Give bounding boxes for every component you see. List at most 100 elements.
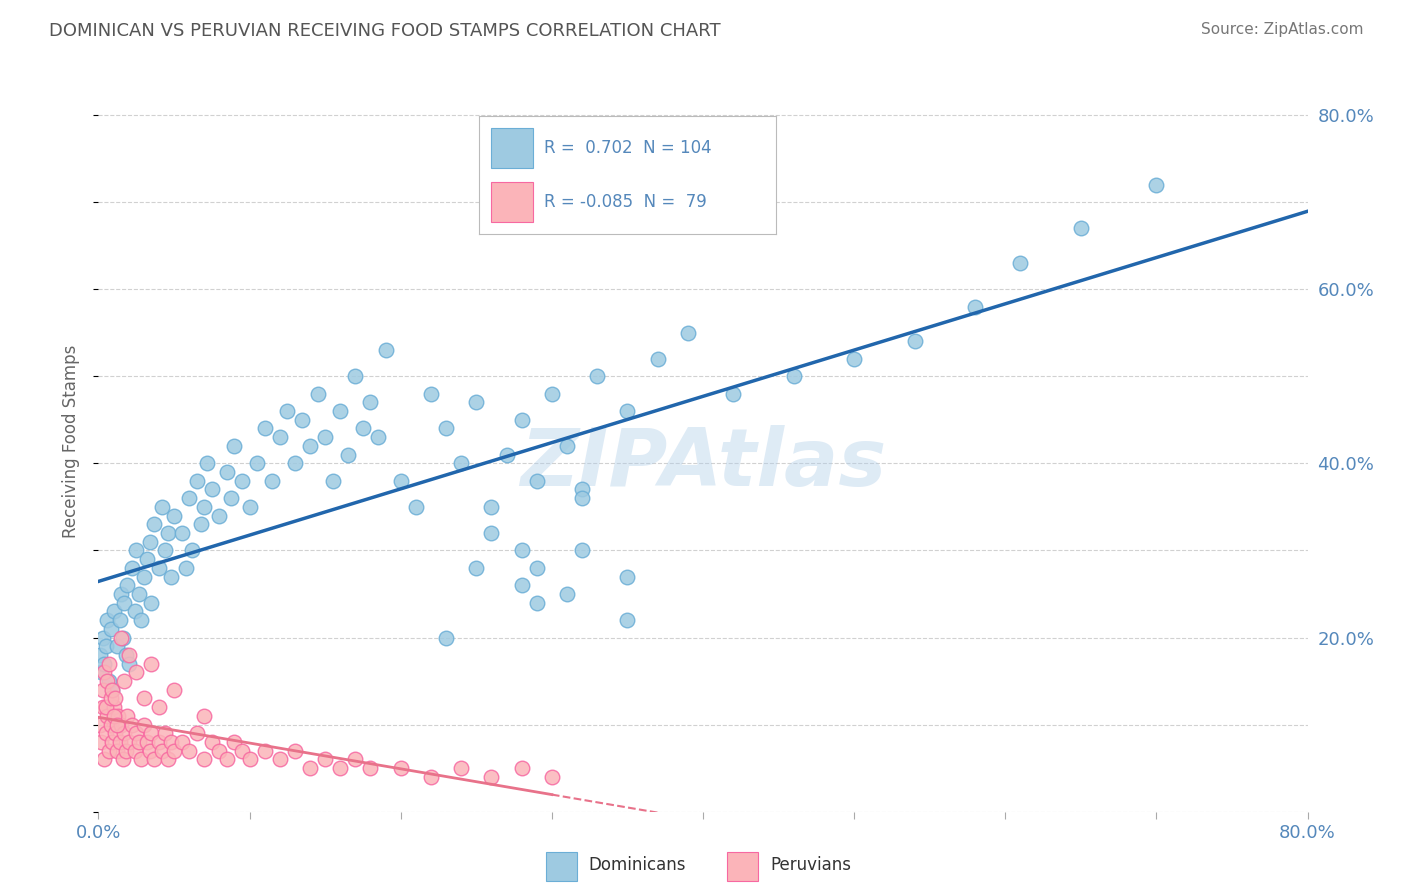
Point [156, 752, 179, 766]
Point [108, 613, 131, 627]
Point [783, 369, 806, 384]
Point [526, 561, 548, 575]
Point [94, 726, 117, 740]
Point [124, 744, 146, 758]
Point [101, 735, 124, 749]
Point [90, 665, 112, 680]
Point [190, 517, 212, 532]
Point [965, 300, 987, 314]
Point [125, 726, 148, 740]
Point [360, 395, 382, 409]
Point [89, 717, 111, 731]
Point [115, 709, 138, 723]
Point [143, 752, 166, 766]
Point [510, 578, 533, 592]
Point [208, 744, 231, 758]
Point [148, 735, 170, 749]
Point [389, 474, 412, 488]
Point [465, 395, 488, 409]
Text: Peruvians: Peruvians [770, 856, 851, 874]
Point [98, 674, 121, 689]
Point [555, 439, 578, 453]
Point [231, 744, 253, 758]
Point [450, 456, 472, 470]
Point [239, 752, 262, 766]
Point [108, 735, 131, 749]
Point [170, 735, 193, 749]
Point [322, 474, 344, 488]
Point [291, 413, 314, 427]
Point [186, 726, 208, 740]
Point [132, 569, 155, 583]
Point [723, 386, 745, 401]
Point [904, 334, 927, 349]
Point [221, 491, 243, 505]
Point [299, 439, 322, 453]
Point [307, 386, 329, 401]
Point [110, 587, 132, 601]
Text: DOMINICAN VS PERUVIAN RECEIVING FOOD STAMPS CORRELATION CHART: DOMINICAN VS PERUVIAN RECEIVING FOOD STA… [49, 22, 721, 40]
Point [170, 526, 193, 541]
Point [111, 631, 134, 645]
Point [132, 717, 155, 731]
Point [128, 587, 150, 601]
Point [481, 500, 503, 514]
Point [262, 474, 284, 488]
Point [314, 430, 336, 444]
Point [96, 674, 118, 689]
Point [179, 491, 201, 505]
Point [352, 421, 374, 435]
Point [420, 386, 443, 401]
Point [103, 709, 125, 723]
Point [215, 465, 238, 479]
Point [510, 543, 533, 558]
Point [96, 613, 118, 627]
Point [616, 613, 638, 627]
Point [1144, 178, 1167, 192]
Bar [546, 852, 576, 881]
Point [1070, 221, 1092, 235]
Point [179, 744, 201, 758]
Point [224, 439, 246, 453]
Point [616, 569, 638, 583]
Point [93, 752, 115, 766]
Point [276, 404, 298, 418]
Point [329, 404, 352, 418]
Point [555, 587, 578, 601]
Point [405, 500, 427, 514]
Point [98, 657, 121, 671]
Point [571, 483, 593, 497]
Point [121, 717, 143, 731]
Point [616, 404, 638, 418]
Point [107, 709, 129, 723]
Point [125, 543, 148, 558]
Y-axis label: Receiving Food Stamps: Receiving Food Stamps [62, 345, 80, 538]
Point [114, 648, 136, 662]
Text: Source: ZipAtlas.com: Source: ZipAtlas.com [1201, 22, 1364, 37]
Text: ZIPAtlas: ZIPAtlas [520, 425, 886, 503]
Point [100, 717, 122, 731]
Point [465, 561, 488, 575]
Point [269, 752, 291, 766]
Point [526, 474, 548, 488]
Point [201, 735, 224, 749]
Point [104, 726, 127, 740]
Point [284, 744, 307, 758]
Point [420, 770, 443, 784]
Point [253, 421, 276, 435]
Point [90, 735, 112, 749]
Point [100, 622, 122, 636]
Point [135, 735, 157, 749]
Point [93, 657, 115, 671]
Point [215, 752, 238, 766]
Point [208, 508, 231, 523]
Point [148, 700, 170, 714]
Point [91, 700, 114, 714]
Point [676, 326, 699, 340]
Point [195, 456, 218, 470]
Point [201, 483, 224, 497]
Point [96, 709, 118, 723]
Point [174, 561, 197, 575]
Point [336, 448, 359, 462]
Point [105, 639, 128, 653]
